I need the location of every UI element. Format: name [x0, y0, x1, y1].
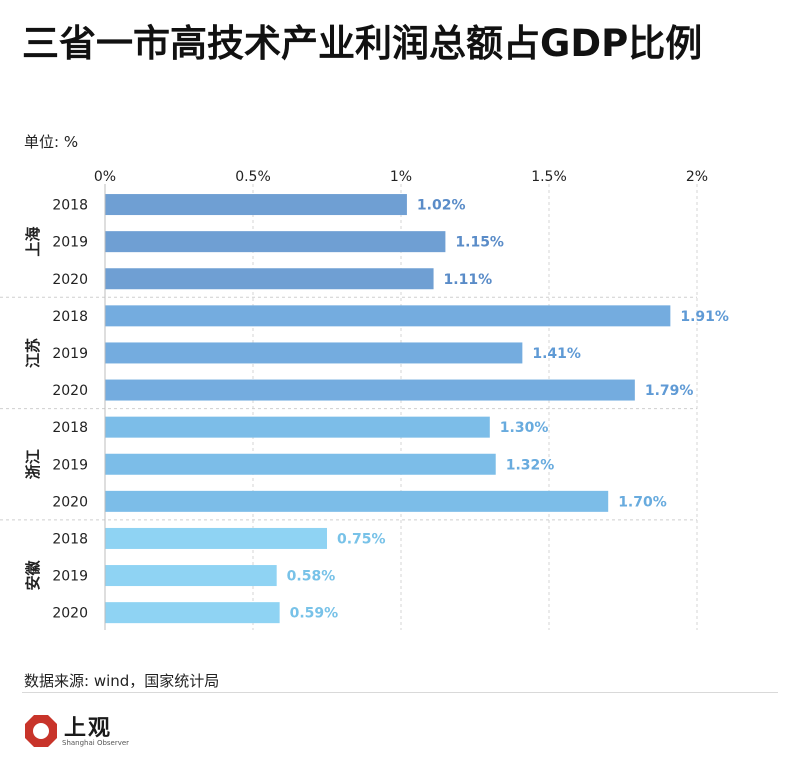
- bar: [105, 490, 609, 512]
- year-label: 2019: [52, 457, 88, 473]
- bar: [105, 342, 523, 364]
- year-label: 2020: [52, 272, 88, 288]
- bar: [105, 379, 635, 401]
- x-tick-label: 1%: [390, 169, 412, 185]
- unit-label: 单位: %: [24, 133, 79, 151]
- year-label: 2018: [52, 198, 88, 214]
- bar: [105, 231, 446, 253]
- year-label: 2020: [52, 383, 88, 399]
- x-tick-label: 1.5%: [531, 169, 567, 185]
- year-label: 2019: [52, 346, 88, 362]
- data-label: 1.91%: [680, 309, 729, 325]
- x-tick-label: 2%: [686, 169, 708, 185]
- chart-title: 三省一市高技术产业利润总额占GDP比例: [22, 22, 703, 65]
- bar: [105, 602, 280, 624]
- year-label: 2019: [52, 235, 88, 251]
- bar: [105, 416, 490, 438]
- data-label: 1.41%: [532, 346, 581, 362]
- bar: [105, 194, 407, 216]
- data-label: 1.11%: [444, 272, 493, 288]
- logo-subtitle: Shanghai Observer: [62, 739, 130, 747]
- logo-name: 上观: [64, 715, 113, 741]
- data-label: 1.79%: [645, 383, 694, 399]
- group-label: 浙江: [24, 449, 42, 479]
- data-label: 1.15%: [455, 235, 504, 251]
- bar-chart: 0% 0.5% 1% 1.5% 2% 上海 2018 1.02% 2019 1.15% 2020 1.…: [0, 169, 729, 630]
- bar: [105, 268, 434, 290]
- x-tick-label: 0.5%: [235, 169, 271, 185]
- year-label: 2020: [52, 606, 88, 622]
- bar: [105, 305, 671, 327]
- bar: [105, 527, 327, 549]
- year-label: 2018: [52, 420, 88, 436]
- data-label: 1.02%: [417, 198, 466, 214]
- group-label: 江苏: [24, 338, 42, 368]
- data-label: 1.32%: [506, 457, 555, 473]
- x-tick-label: 0%: [94, 169, 116, 185]
- logo: 上观 Shanghai Observer: [24, 710, 184, 754]
- group-label: 安徽: [24, 560, 42, 591]
- footer-divider: [22, 692, 778, 693]
- year-label: 2019: [52, 569, 88, 585]
- data-label: 0.75%: [337, 531, 386, 547]
- year-label: 2018: [52, 309, 88, 325]
- group-label: 上海: [24, 227, 42, 257]
- logo-icon: [25, 715, 57, 747]
- data-label: 1.70%: [618, 494, 667, 510]
- year-label: 2018: [52, 531, 88, 547]
- data-label: 0.59%: [290, 606, 339, 622]
- bar: [105, 565, 277, 587]
- year-label: 2020: [52, 494, 88, 510]
- data-label: 1.30%: [500, 420, 549, 436]
- bar: [105, 453, 496, 475]
- source-note: 数据来源: wind，国家统计局: [24, 672, 220, 690]
- data-label: 0.58%: [287, 569, 336, 585]
